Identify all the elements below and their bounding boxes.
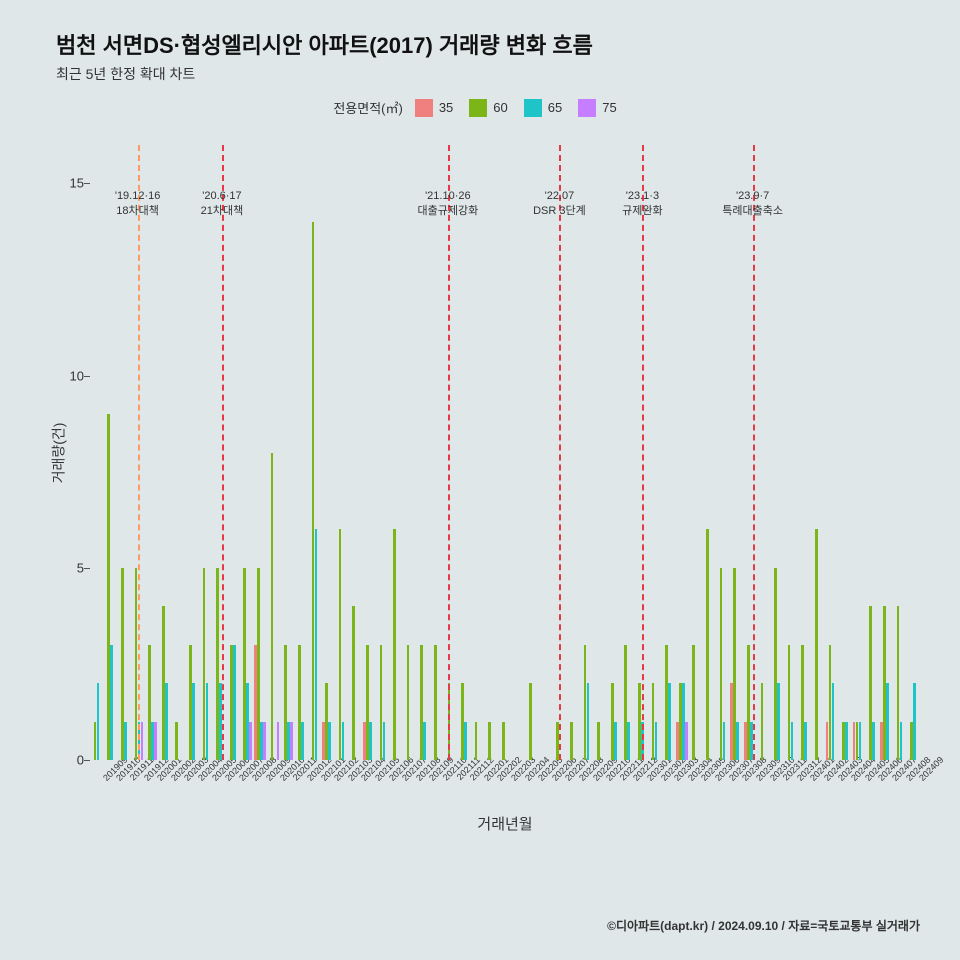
legend-swatch bbox=[578, 99, 596, 117]
y-axis-label: 거래량(건) bbox=[48, 422, 68, 483]
bar bbox=[668, 683, 671, 760]
bar bbox=[249, 722, 252, 760]
event-line bbox=[138, 145, 140, 760]
chart-footer: ©디아파트(dapt.kr) / 2024.09.10 / 자료=국토교통부 실… bbox=[607, 917, 920, 934]
bar bbox=[407, 645, 410, 760]
bar bbox=[685, 722, 688, 760]
bar bbox=[464, 722, 467, 760]
bar bbox=[154, 722, 157, 760]
bar bbox=[206, 683, 209, 760]
event-annotation: '23.9·7특례대출축소 bbox=[722, 189, 783, 218]
bar bbox=[434, 645, 437, 760]
bar bbox=[736, 722, 739, 760]
event-annotation: '19.12·1618차대책 bbox=[115, 189, 161, 218]
y-tick-label: 15 bbox=[60, 176, 84, 191]
bar bbox=[352, 606, 355, 760]
bar bbox=[369, 722, 372, 760]
chart-plot-area: 거래량(건) 051015201909201910201911201912202… bbox=[90, 145, 920, 760]
legend-swatch bbox=[415, 99, 433, 117]
bar bbox=[342, 722, 345, 760]
bar bbox=[655, 722, 658, 760]
event-line bbox=[222, 145, 224, 760]
legend-swatch bbox=[469, 99, 487, 117]
legend-label: 전용면적(㎡) bbox=[333, 98, 403, 117]
bar bbox=[290, 722, 293, 760]
bar bbox=[815, 529, 818, 760]
event-annotation: '20.6·1721차대책 bbox=[201, 189, 244, 218]
bar bbox=[165, 683, 168, 760]
bar bbox=[192, 683, 195, 760]
event-line bbox=[642, 145, 644, 760]
bar bbox=[723, 722, 726, 760]
bar bbox=[706, 529, 709, 760]
event-line bbox=[559, 145, 561, 760]
legend-swatch bbox=[524, 99, 542, 117]
event-line bbox=[753, 145, 755, 760]
x-axis-label: 거래년월 bbox=[477, 813, 532, 834]
bar bbox=[502, 722, 505, 760]
legend: 전용면적(㎡) 35 60 65 75 bbox=[0, 98, 960, 117]
chart-header: 범천 서면DS·협성엘리시안 아파트(2017) 거래량 변화 흐름 최근 5년… bbox=[0, 0, 960, 84]
y-tick-label: 0 bbox=[60, 753, 84, 768]
legend-item-label: 35 bbox=[439, 100, 453, 115]
bar bbox=[328, 722, 331, 760]
y-tick-label: 5 bbox=[60, 560, 84, 575]
legend-item-label: 75 bbox=[602, 100, 616, 115]
bar bbox=[529, 683, 532, 760]
bar bbox=[832, 683, 835, 760]
bar bbox=[777, 683, 780, 760]
bar bbox=[301, 722, 304, 760]
event-annotation: '22.07DSR 3단계 bbox=[533, 189, 586, 218]
bar bbox=[761, 683, 764, 760]
bar bbox=[110, 645, 113, 760]
bar bbox=[587, 683, 590, 760]
bar bbox=[570, 722, 573, 760]
bar bbox=[900, 722, 903, 760]
bar bbox=[263, 722, 266, 760]
bar bbox=[277, 722, 280, 760]
bar bbox=[124, 722, 127, 760]
bar bbox=[423, 722, 426, 760]
bar bbox=[859, 722, 862, 760]
bar bbox=[913, 683, 916, 760]
bar bbox=[872, 722, 875, 760]
bar bbox=[315, 529, 318, 760]
bar bbox=[271, 453, 274, 761]
bar bbox=[791, 722, 794, 760]
bar bbox=[175, 722, 178, 760]
bar bbox=[141, 722, 144, 760]
bar bbox=[383, 722, 386, 760]
bar bbox=[614, 722, 617, 760]
bar bbox=[597, 722, 600, 760]
chart-subtitle: 최근 5년 한정 확대 차트 bbox=[56, 64, 960, 84]
legend-item-label: 65 bbox=[548, 100, 562, 115]
bar bbox=[845, 722, 848, 760]
bar bbox=[804, 722, 807, 760]
bar bbox=[692, 645, 695, 760]
y-tick-label: 10 bbox=[60, 368, 84, 383]
bar bbox=[97, 683, 100, 760]
bar bbox=[886, 683, 889, 760]
bar bbox=[393, 529, 396, 760]
chart-title: 범천 서면DS·협성엘리시안 아파트(2017) 거래량 변화 흐름 bbox=[56, 28, 960, 60]
legend-item-label: 60 bbox=[493, 100, 507, 115]
bar bbox=[627, 722, 630, 760]
event-line bbox=[448, 145, 450, 760]
bar bbox=[488, 722, 491, 760]
event-annotation: '23.1·3규제완화 bbox=[622, 189, 662, 218]
bar bbox=[475, 722, 478, 760]
bar bbox=[233, 645, 236, 760]
event-annotation: '21.10·26대출규제강화 bbox=[417, 189, 478, 218]
